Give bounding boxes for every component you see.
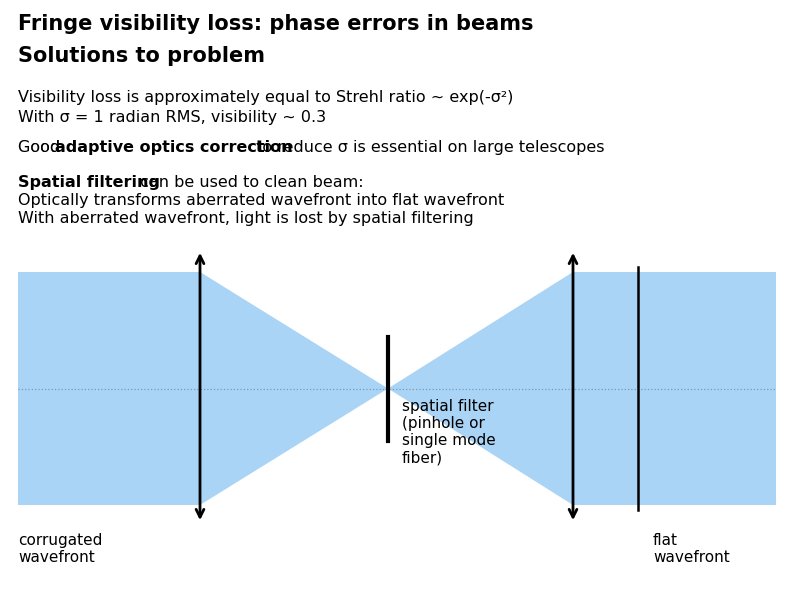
Polygon shape	[200, 272, 388, 505]
Text: Solutions to problem: Solutions to problem	[18, 46, 265, 66]
Text: Good: Good	[18, 140, 65, 155]
Text: flat
wavefront: flat wavefront	[653, 533, 730, 565]
Polygon shape	[388, 272, 573, 505]
Bar	[573, 272, 776, 505]
Text: Optically transforms aberrated wavefront into flat wavefront: Optically transforms aberrated wavefront…	[18, 193, 504, 208]
Text: With aberrated wavefront, light is lost by spatial filtering: With aberrated wavefront, light is lost …	[18, 211, 474, 226]
Text: to reduce σ is essential on large telescopes: to reduce σ is essential on large telesc…	[251, 140, 604, 155]
Bar	[18, 272, 200, 505]
Text: Spatial filtering: Spatial filtering	[18, 175, 160, 190]
Text: With σ = 1 radian RMS, visibility ~ 0.3: With σ = 1 radian RMS, visibility ~ 0.3	[18, 110, 326, 125]
Text: corrugated
wavefront: corrugated wavefront	[18, 533, 102, 565]
Text: Visibility loss is approximately equal to Strehl ratio ~ exp(-σ²): Visibility loss is approximately equal t…	[18, 90, 514, 105]
Text: Good: Good	[18, 140, 65, 155]
Text: Fringe visibility loss: phase errors in beams: Fringe visibility loss: phase errors in …	[18, 14, 534, 34]
Text: spatial filter
(pinhole or
single mode
fiber): spatial filter (pinhole or single mode f…	[402, 399, 495, 466]
Text: Good ​adaptive optics correction: Good ​adaptive optics correction	[18, 140, 308, 155]
Text: can be used to clean beam:: can be used to clean beam:	[135, 175, 364, 190]
Text: adaptive optics correction: adaptive optics correction	[55, 140, 293, 155]
